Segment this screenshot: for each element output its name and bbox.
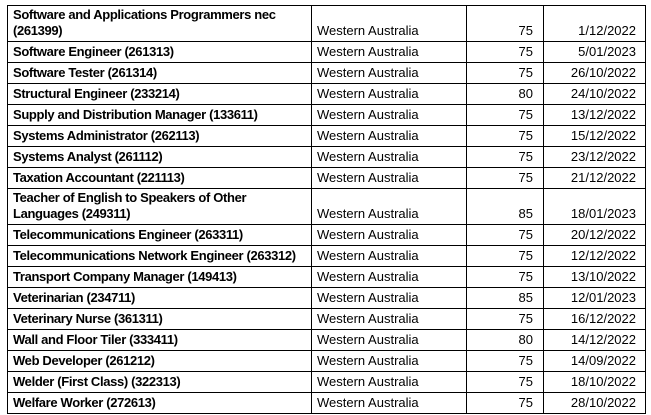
date-cell: 24/10/2022 [543, 83, 646, 105]
state-cell: Western Australia [311, 266, 467, 288]
state-cell: Western Australia [311, 224, 467, 246]
table-row: Teacher of English to Speakers of Other … [7, 188, 646, 225]
occupation-cell: Structural Engineer (233214) [7, 83, 312, 105]
date-cell: 18/01/2023 [543, 188, 646, 225]
state-cell: Western Australia [311, 125, 467, 147]
table-row: Software Tester (261314) Western Australi… [7, 62, 646, 84]
occupation-cell: Software and Applications Programmers ne… [7, 5, 312, 42]
table-row: Telecommunications Engineer (263311) West… [7, 224, 646, 246]
table-row: Telecommunications Network Engineer (263… [7, 245, 646, 267]
date-cell: 23/12/2022 [543, 146, 646, 168]
date-cell: 12/01/2023 [543, 287, 646, 309]
occupation-cell: Veterinarian (234711) [7, 287, 312, 309]
date-cell: 12/12/2022 [543, 245, 646, 267]
date-cell: 18/10/2022 [543, 371, 646, 393]
score-cell: 85 [466, 287, 544, 309]
date-cell: 21/12/2022 [543, 167, 646, 189]
date-cell: 20/12/2022 [543, 224, 646, 246]
score-cell: 75 [466, 308, 544, 330]
score-cell: 80 [466, 83, 544, 105]
date-cell: 13/12/2022 [543, 104, 646, 126]
table-row: Software and Applications Programmers ne… [7, 5, 646, 42]
table-row: Systems Administrator (262113) Western Au… [7, 125, 646, 147]
score-cell: 75 [466, 62, 544, 84]
table-row: Software Engineer (261313) Western Austra… [7, 41, 646, 63]
state-cell: Western Australia [311, 167, 467, 189]
occupation-cell: Software Tester (261314) [7, 62, 312, 84]
score-cell: 75 [466, 392, 544, 414]
table-body: Software and Applications Programmers ne… [7, 5, 646, 414]
score-cell: 85 [466, 188, 544, 225]
state-cell: Western Australia [311, 371, 467, 393]
date-cell: 26/10/2022 [543, 62, 646, 84]
score-cell: 75 [466, 371, 544, 393]
date-cell: 13/10/2022 [543, 266, 646, 288]
score-cell: 75 [466, 5, 544, 42]
date-cell: 14/12/2022 [543, 329, 646, 351]
score-cell: 75 [466, 167, 544, 189]
score-cell: 75 [466, 266, 544, 288]
state-cell: Western Australia [311, 146, 467, 168]
occupation-cell: Systems Administrator (262113) [7, 125, 312, 147]
table-row: Systems Analyst (261112) Western Australi… [7, 146, 646, 168]
score-cell: 75 [466, 245, 544, 267]
occupation-cell: Telecommunications Engineer (263311) [7, 224, 312, 246]
table-row: Wall and Floor Tiler (333411) Western Aus… [7, 329, 646, 351]
occupation-cell: Telecommunications Network Engineer (263… [7, 245, 312, 267]
occupation-cell: Transport Company Manager (149413) [7, 266, 312, 288]
table-row: Welfare Worker (272613) Western Australia… [7, 392, 646, 414]
score-cell: 80 [466, 329, 544, 351]
document-page: Software and Applications Programmers ne… [0, 5, 651, 414]
state-cell: Western Australia [311, 392, 467, 414]
date-cell: 5/01/2023 [543, 41, 646, 63]
state-cell: Western Australia [311, 329, 467, 351]
table-row: Veterinarian (234711) Western Australia 85… [7, 287, 646, 309]
date-cell: 28/10/2022 [543, 392, 646, 414]
occupation-cell: Wall and Floor Tiler (333411) [7, 329, 312, 351]
score-cell: 75 [466, 146, 544, 168]
score-cell: 75 [466, 41, 544, 63]
table-row: Structural Engineer (233214) Western Aust… [7, 83, 646, 105]
state-cell: Western Australia [311, 62, 467, 84]
occupation-cell: Welfare Worker (272613) [7, 392, 312, 414]
occupation-cell: Veterinary Nurse (361311) [7, 308, 312, 330]
table-row: Supply and Distribution Manager (133611)… [7, 104, 646, 126]
score-cell: 75 [466, 125, 544, 147]
date-cell: 14/09/2022 [543, 350, 646, 372]
state-cell: Western Australia [311, 308, 467, 330]
state-cell: Western Australia [311, 83, 467, 105]
table-row: Taxation Accountant (221113) Western Aust… [7, 167, 646, 189]
occupation-cell: Systems Analyst (261112) [7, 146, 312, 168]
state-cell: Western Australia [311, 350, 467, 372]
occupation-cell: Supply and Distribution Manager (133611) [7, 104, 312, 126]
occupation-cell: Taxation Accountant (221113) [7, 167, 312, 189]
table-row: Veterinary Nurse (361311) Western Austral… [7, 308, 646, 330]
score-cell: 75 [466, 350, 544, 372]
score-cell: 75 [466, 224, 544, 246]
score-cell: 75 [466, 104, 544, 126]
date-cell: 1/12/2022 [543, 5, 646, 42]
state-cell: Western Australia [311, 245, 467, 267]
date-cell: 15/12/2022 [543, 125, 646, 147]
occupation-cell: Software Engineer (261313) [7, 41, 312, 63]
table-row: Web Developer (261212) Western Australia 7… [7, 350, 646, 372]
occupation-table: Software and Applications Programmers ne… [7, 5, 646, 414]
table-row: Welder (First Class) (322313) Western Aus… [7, 371, 646, 393]
state-cell: Western Australia [311, 5, 467, 42]
state-cell: Western Australia [311, 41, 467, 63]
occupation-cell: Welder (First Class) (322313) [7, 371, 312, 393]
state-cell: Western Australia [311, 104, 467, 126]
table-row: Transport Company Manager (149413) Wester… [7, 266, 646, 288]
occupation-cell: Web Developer (261212) [7, 350, 312, 372]
occupation-cell: Teacher of English to Speakers of Other … [7, 188, 312, 225]
date-cell: 16/12/2022 [543, 308, 646, 330]
state-cell: Western Australia [311, 188, 467, 225]
state-cell: Western Australia [311, 287, 467, 309]
